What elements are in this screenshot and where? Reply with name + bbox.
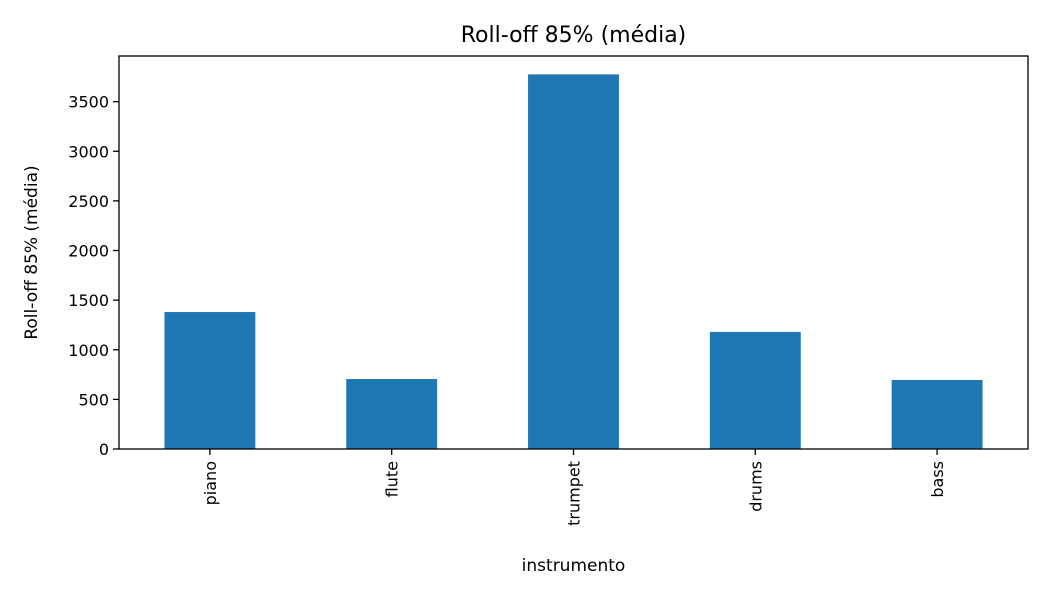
- x-tick-label: bass: [928, 461, 947, 498]
- bar-bass: [891, 380, 983, 449]
- plot-frame: [118, 55, 1029, 450]
- x-axis-ticks: piano flute trumpet drums bass: [201, 449, 947, 526]
- y-tick-label: 500: [78, 390, 109, 409]
- bar-drums: [709, 331, 801, 449]
- y-tick-label: 3500: [68, 93, 109, 112]
- chart-title: Roll-off 85% (média): [461, 23, 687, 48]
- y-tick-label: 3000: [68, 142, 109, 161]
- y-tick-label: 2500: [68, 192, 109, 211]
- bars: [164, 74, 983, 449]
- y-axis-label: Roll-off 85% (média): [22, 165, 42, 339]
- x-tick-label: piano: [201, 461, 220, 505]
- y-axis-ticks: 0 500 1000 1500 2000 2500 3000 3500: [68, 93, 119, 459]
- x-tick-label: flute: [383, 461, 402, 497]
- y-tick-label: 2000: [68, 242, 109, 261]
- y-tick-label: 1000: [68, 341, 109, 360]
- x-tick-label: drums: [746, 461, 765, 512]
- bar-piano: [164, 312, 256, 449]
- x-tick-label: trumpet: [565, 461, 584, 526]
- bar-trumpet: [528, 74, 619, 449]
- x-axis-label: instrumento: [522, 556, 626, 576]
- bar-flute: [346, 379, 438, 449]
- y-tick-label: 1500: [68, 291, 109, 310]
- y-tick-label: 0: [99, 440, 109, 459]
